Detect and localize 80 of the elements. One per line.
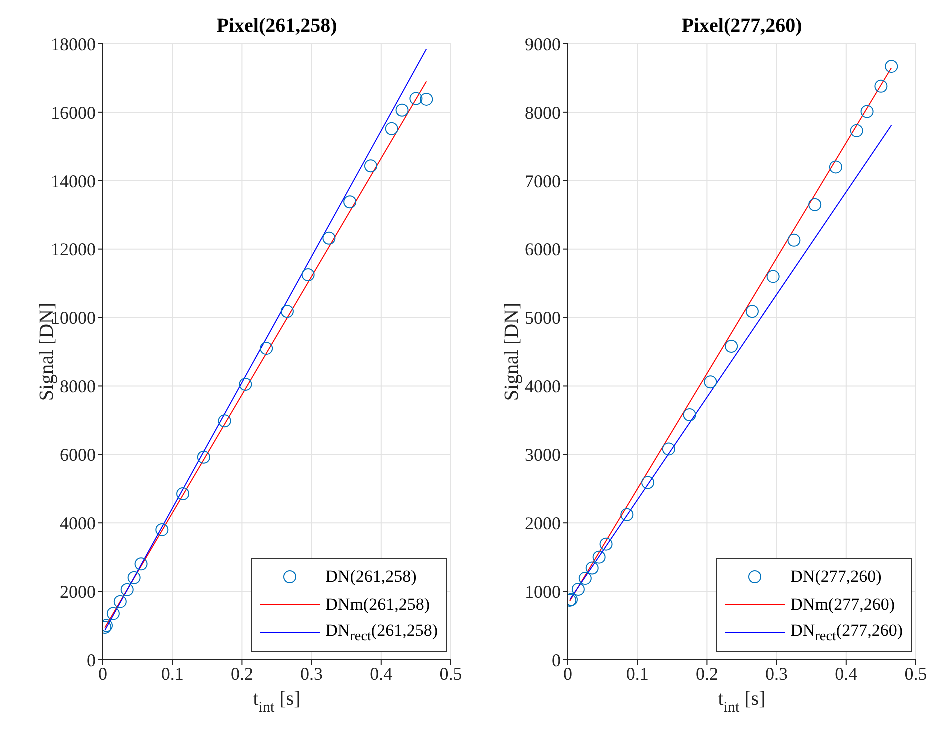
point — [592, 550, 606, 564]
x-tick-label: 0.3 — [766, 664, 788, 684]
point — [385, 122, 398, 136]
point — [578, 572, 592, 586]
point — [683, 408, 696, 422]
y-axis-title: Signal [DN] — [501, 302, 523, 402]
y-tick-label: 0 — [552, 650, 561, 670]
y-tick-label: 2000 — [525, 514, 561, 534]
y-tick-label: 8000 — [60, 376, 96, 397]
point — [586, 562, 599, 575]
point — [874, 80, 888, 93]
point — [885, 60, 898, 74]
point — [620, 508, 634, 522]
point — [106, 607, 120, 620]
x-tick-label: 0.1 — [626, 664, 649, 684]
point — [420, 92, 434, 106]
point — [114, 595, 127, 608]
y-tick-label: 4000 — [525, 376, 561, 397]
point — [128, 571, 141, 584]
point — [766, 270, 780, 284]
x-tick-label: 0.1 — [161, 664, 184, 684]
y-tick-label: 4000 — [60, 514, 96, 534]
legend-label: DN(277,260) — [790, 567, 882, 587]
x-tick-label: 0.5 — [440, 664, 462, 684]
x-axis-title: t$_{int}$ [s] — [253, 688, 301, 716]
point — [704, 376, 718, 389]
point — [156, 523, 169, 536]
x-tick-label: 0.4 — [835, 664, 858, 684]
y-tick-label: 3000 — [525, 445, 561, 466]
point — [364, 160, 378, 173]
point — [280, 305, 294, 318]
point — [850, 124, 864, 138]
x-tick-label: 0.2 — [230, 664, 254, 684]
y-tick-label: 18000 — [51, 34, 96, 54]
point — [410, 92, 423, 106]
point — [572, 583, 585, 596]
point — [239, 378, 252, 392]
point — [134, 558, 148, 571]
point — [788, 234, 801, 247]
x-tick-label: 0.2 — [696, 664, 718, 684]
y-tick-label: 2000 — [60, 582, 96, 602]
point — [344, 196, 357, 209]
chart-title: Pixel(261,258) — [216, 15, 338, 37]
point — [829, 160, 842, 174]
legend-label: DN$_{rect}$(261,258) — [326, 620, 438, 646]
point — [600, 538, 613, 551]
legend-label: DNm(277,260) — [790, 595, 895, 615]
y-tick-label: 6000 — [60, 445, 96, 466]
point — [197, 450, 210, 464]
point — [260, 342, 274, 356]
y-tick-label: 6000 — [525, 240, 561, 260]
y-tick-label: 12000 — [51, 240, 96, 260]
point — [302, 268, 315, 282]
point — [860, 105, 874, 118]
y-tick-label: 8000 — [525, 102, 561, 123]
legend-label: DN$_{rect}$(277,260) — [790, 620, 903, 646]
y-tick-label: 14000 — [51, 171, 96, 192]
y-tick-label: 9000 — [525, 34, 561, 54]
point — [642, 476, 655, 490]
point — [120, 583, 134, 596]
x-tick-label: 0.4 — [370, 664, 393, 684]
chart-title: Pixel(277,260) — [682, 15, 802, 37]
point — [746, 305, 759, 318]
point — [808, 198, 822, 212]
point — [396, 104, 409, 117]
point — [218, 414, 232, 428]
y-tick-label: 5000 — [525, 308, 561, 328]
x-axis-title: t$_{int}$ [s] — [718, 688, 766, 716]
y-tick-label: 7000 — [525, 171, 561, 192]
y-tick-label: 16000 — [51, 102, 96, 123]
y-tick-label: 1000 — [525, 582, 561, 602]
x-tick-label: 0.3 — [300, 664, 324, 684]
point — [322, 232, 336, 245]
y-tick-label: 0 — [87, 650, 96, 670]
point — [176, 488, 190, 501]
legend-label: DN(261,258) — [326, 567, 417, 587]
point — [725, 340, 738, 354]
x-tick-label: 0.5 — [904, 664, 928, 684]
legend-label: DNm(261,258) — [326, 595, 430, 615]
point — [662, 442, 676, 456]
